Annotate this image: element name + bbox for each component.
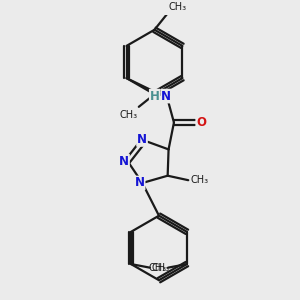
Text: N: N [137, 133, 147, 146]
Text: H: H [150, 90, 160, 103]
Text: N: N [161, 90, 171, 103]
Text: N: N [135, 176, 145, 190]
Text: CH₃: CH₃ [152, 263, 170, 273]
Text: CH₃: CH₃ [148, 263, 166, 273]
Text: CH₃: CH₃ [119, 110, 137, 119]
Text: O: O [196, 116, 206, 129]
Text: CH₃: CH₃ [168, 2, 187, 12]
Text: CH₃: CH₃ [190, 175, 208, 185]
Text: N: N [119, 154, 129, 168]
